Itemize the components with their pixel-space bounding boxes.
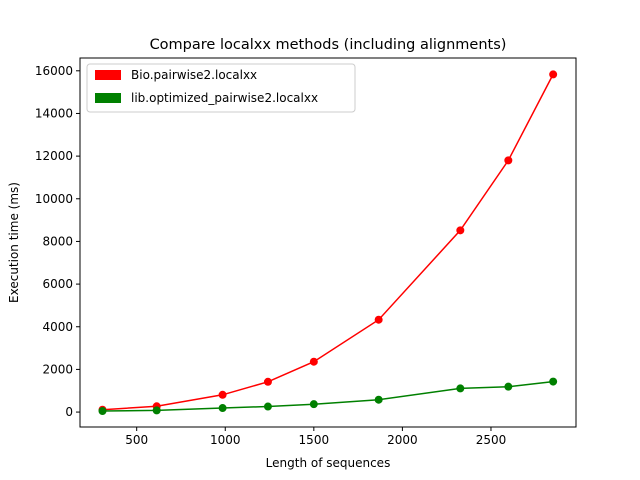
legend-swatch-2	[95, 93, 121, 103]
x-tick-label: 500	[125, 433, 148, 447]
x-axis: 500 1000 1500 2000 2500	[125, 427, 506, 447]
x-axis-title: Length of sequences	[266, 456, 391, 470]
y-axis-title: Execution time (ms)	[7, 182, 21, 303]
series-2-point	[504, 382, 513, 391]
y-tick-label: 2000	[42, 362, 73, 376]
y-tick-label: 12000	[35, 149, 73, 163]
x-tick-label: 2000	[387, 433, 418, 447]
legend: Bio.pairwise2.localxx lib.optimized_pairw…	[86, 63, 356, 113]
series-1-point	[309, 357, 318, 366]
series-2-point	[309, 400, 318, 409]
y-tick-label: 4000	[42, 320, 73, 334]
series-layer	[98, 70, 558, 416]
x-tick-label: 1500	[299, 433, 330, 447]
legend-label-2: lib.optimized_pairwise2.localxx	[131, 91, 318, 105]
y-axis: 0 2000 4000 6000 8000 10000 12000 14000 16000	[35, 64, 80, 419]
y-tick-label: 10000	[35, 192, 73, 206]
chart-title: Compare localxx methods (including align…	[150, 37, 507, 53]
y-tick-label: 0	[65, 405, 73, 419]
series-2-point	[218, 404, 227, 413]
series-2-point	[456, 384, 465, 393]
series-2-point	[549, 377, 558, 386]
series-1-point	[549, 70, 558, 79]
x-tick-label: 2500	[476, 433, 507, 447]
series-2-point	[98, 407, 107, 416]
series-1-point	[504, 156, 513, 165]
series-1-point	[374, 315, 383, 324]
legend-label-1: Bio.pairwise2.localxx	[131, 68, 257, 82]
y-tick-label: 6000	[42, 277, 73, 291]
series-1-point	[263, 377, 272, 386]
series-1-point	[456, 226, 465, 235]
plot-frame	[79, 57, 577, 428]
series-2-point	[263, 402, 272, 411]
x-tick-label: 1000	[210, 433, 241, 447]
series-2-point	[374, 395, 383, 404]
series-2-line	[102, 380, 554, 412]
series-2-point	[152, 406, 161, 415]
legend-box	[86, 63, 356, 113]
y-tick-label: 14000	[35, 106, 73, 120]
y-tick-label: 16000	[35, 64, 73, 78]
series-1-point	[218, 390, 227, 399]
series-1-line	[102, 74, 554, 411]
legend-swatch-1	[95, 70, 121, 80]
y-tick-label: 8000	[42, 234, 73, 248]
